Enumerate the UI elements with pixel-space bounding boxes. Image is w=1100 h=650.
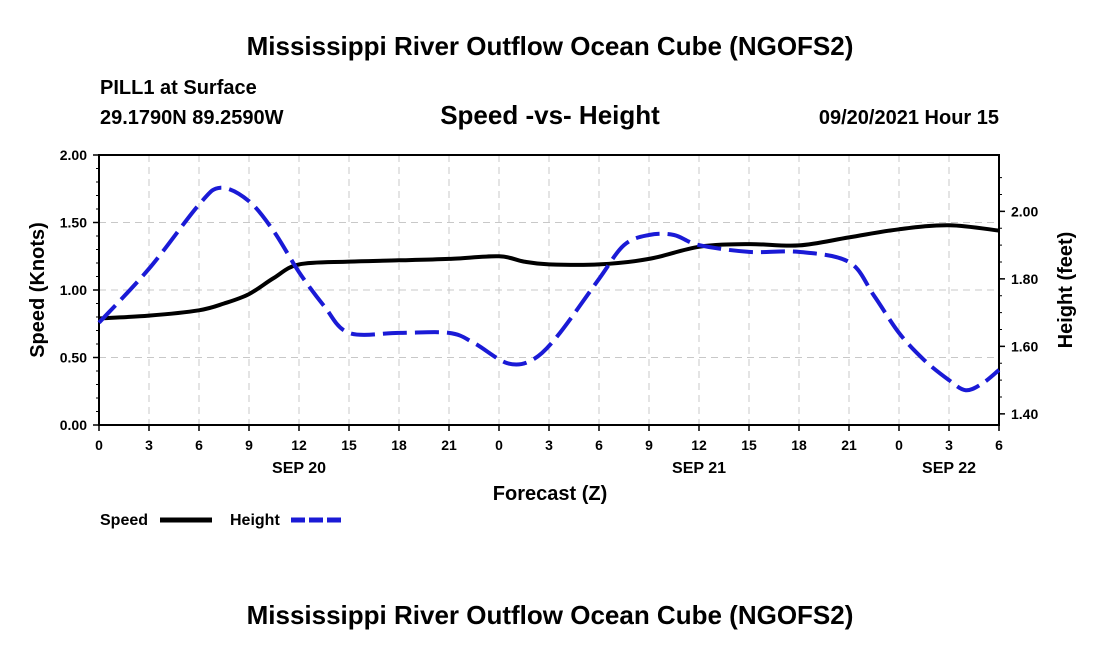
grid-lines bbox=[99, 155, 999, 425]
x-tick-label: 0 bbox=[95, 437, 103, 453]
x-tick-label: 12 bbox=[691, 437, 707, 453]
x-tick-label: 0 bbox=[895, 437, 903, 453]
x-tick-label: 9 bbox=[645, 437, 653, 453]
y-left-tick-label: 0.50 bbox=[60, 350, 87, 366]
x-tick-label: 12 bbox=[291, 437, 307, 453]
y-left-tick-label: 1.00 bbox=[60, 282, 87, 298]
x-tick-label: 6 bbox=[595, 437, 603, 453]
series-layer bbox=[97, 185, 1001, 393]
x-tick-label: 6 bbox=[995, 437, 1003, 453]
chart-subtitle: Speed -vs- Height bbox=[440, 100, 660, 130]
y-left-tick-label: 2.00 bbox=[60, 147, 87, 163]
x-tick-label: 0 bbox=[495, 437, 503, 453]
x-tick-label: 3 bbox=[945, 437, 953, 453]
x-date-label: SEP 22 bbox=[922, 460, 976, 477]
x-tick-label: 3 bbox=[145, 437, 153, 453]
y-right-tick-label: 1.80 bbox=[1011, 271, 1038, 287]
x-tick-label: 18 bbox=[391, 437, 407, 453]
datetime-label: 09/20/2021 Hour 15 bbox=[819, 107, 999, 129]
legend-speed-label: Speed bbox=[100, 512, 148, 529]
x-tick-label: 6 bbox=[195, 437, 203, 453]
y-left-tick-label: 0.00 bbox=[60, 417, 87, 433]
x-tick-label: 15 bbox=[341, 437, 357, 453]
chart-title: Mississippi River Outflow Ocean Cube (NG… bbox=[247, 31, 854, 61]
axis-ticks: 0 3 6 9 12 15 18 21 0 3 6 9 12 15 18 21 0 3 6 SEP 20 SEP 21 S… bbox=[60, 147, 1039, 477]
x-axis-title: Forecast (Z) bbox=[493, 483, 607, 505]
y-left-tick-label: 1.50 bbox=[60, 215, 87, 231]
x-tick-label: 21 bbox=[441, 437, 457, 453]
y-axis-right-title: Height (feet) bbox=[1055, 232, 1077, 349]
x-tick-label: 21 bbox=[841, 437, 857, 453]
x-tick-label: 3 bbox=[545, 437, 553, 453]
x-tick-label: 9 bbox=[245, 437, 253, 453]
legend-height-label: Height bbox=[230, 512, 280, 529]
x-date-label: SEP 20 bbox=[272, 460, 326, 477]
y-right-tick-label: 1.40 bbox=[1011, 406, 1038, 422]
coordinates-label: 29.1790N 89.2590W bbox=[100, 107, 284, 129]
x-tick-label: 15 bbox=[741, 437, 757, 453]
height-series-line bbox=[97, 185, 1001, 393]
station-label: PILL1 at Surface bbox=[100, 77, 257, 99]
legend: Speed Height bbox=[100, 512, 343, 529]
y-axis-left-title: Speed (Knots) bbox=[27, 222, 49, 358]
x-date-label: SEP 21 bbox=[672, 460, 726, 477]
speed-series-line bbox=[98, 223, 1000, 321]
y-right-tick-label: 1.60 bbox=[1011, 338, 1038, 354]
footer-title: Mississippi River Outflow Ocean Cube (NG… bbox=[247, 600, 854, 630]
y-right-tick-label: 2.00 bbox=[1011, 203, 1038, 219]
x-tick-label: 18 bbox=[791, 437, 807, 453]
